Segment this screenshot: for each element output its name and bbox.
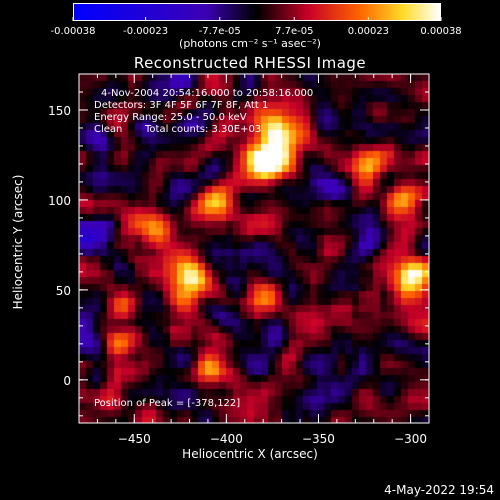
total-counts-label: Total counts: 3.30E+03 — [145, 124, 262, 135]
colorbar-tick-label: 0.00023 — [348, 26, 389, 37]
x-tick-label: −400 — [210, 432, 243, 446]
colorbar-tick-label: -0.00038 — [51, 26, 96, 37]
timestamp: 4-May-2022 19:54 — [384, 483, 494, 497]
energy-range-label: Energy Range: 25.0 - 50.0 keV — [94, 112, 247, 123]
colorbar-tick-label: -7.7e-05 — [199, 26, 241, 37]
heatmap-image — [79, 74, 429, 423]
x-tick-label: −450 — [118, 432, 151, 446]
time-range-label: 4-Nov-2004 20:54:16.000 to 20:58:16.000 — [101, 88, 314, 99]
colorbar-tick-label: 7.7e-05 — [275, 26, 313, 37]
y-tick-label: 100 — [48, 194, 71, 208]
x-tick-label: −350 — [302, 432, 335, 446]
plot-frame — [78, 73, 430, 424]
colorbar-tick-label: 0.00038 — [420, 26, 461, 37]
y-tick-label: 150 — [48, 104, 71, 118]
peak-position-label: Position of Peak = [-378,122] — [94, 398, 241, 409]
chart-title: Reconstructed RHESSI Image — [133, 54, 367, 72]
colorbar-units: (photons cm⁻² s⁻¹ asec⁻²) — [179, 37, 321, 50]
x-tick-label: −300 — [394, 432, 427, 446]
x-axis: −450 −400 −350 −300 — [78, 74, 430, 446]
colorbar-tick-label: -0.00023 — [123, 26, 168, 37]
colorbar-axis: -0.00038 -0.00023 -7.7e-05 7.7e-05 0.00023 0.… — [51, 17, 462, 37]
detectors-label: Detectors: 3F 4F 5F 6F 7F 8F, Att 1 — [94, 100, 269, 111]
y-tick-label: 50 — [56, 284, 71, 298]
y-tick-label: 0 — [63, 374, 71, 388]
colorbar — [73, 3, 441, 21]
x-axis-label: Heliocentric X (arcsec) — [182, 447, 318, 461]
y-axis-label: Heliocentric Y (arcsec) — [11, 174, 25, 310]
method-label: Clean — [94, 124, 123, 135]
y-axis: 0 50 100 150 — [48, 73, 429, 417]
